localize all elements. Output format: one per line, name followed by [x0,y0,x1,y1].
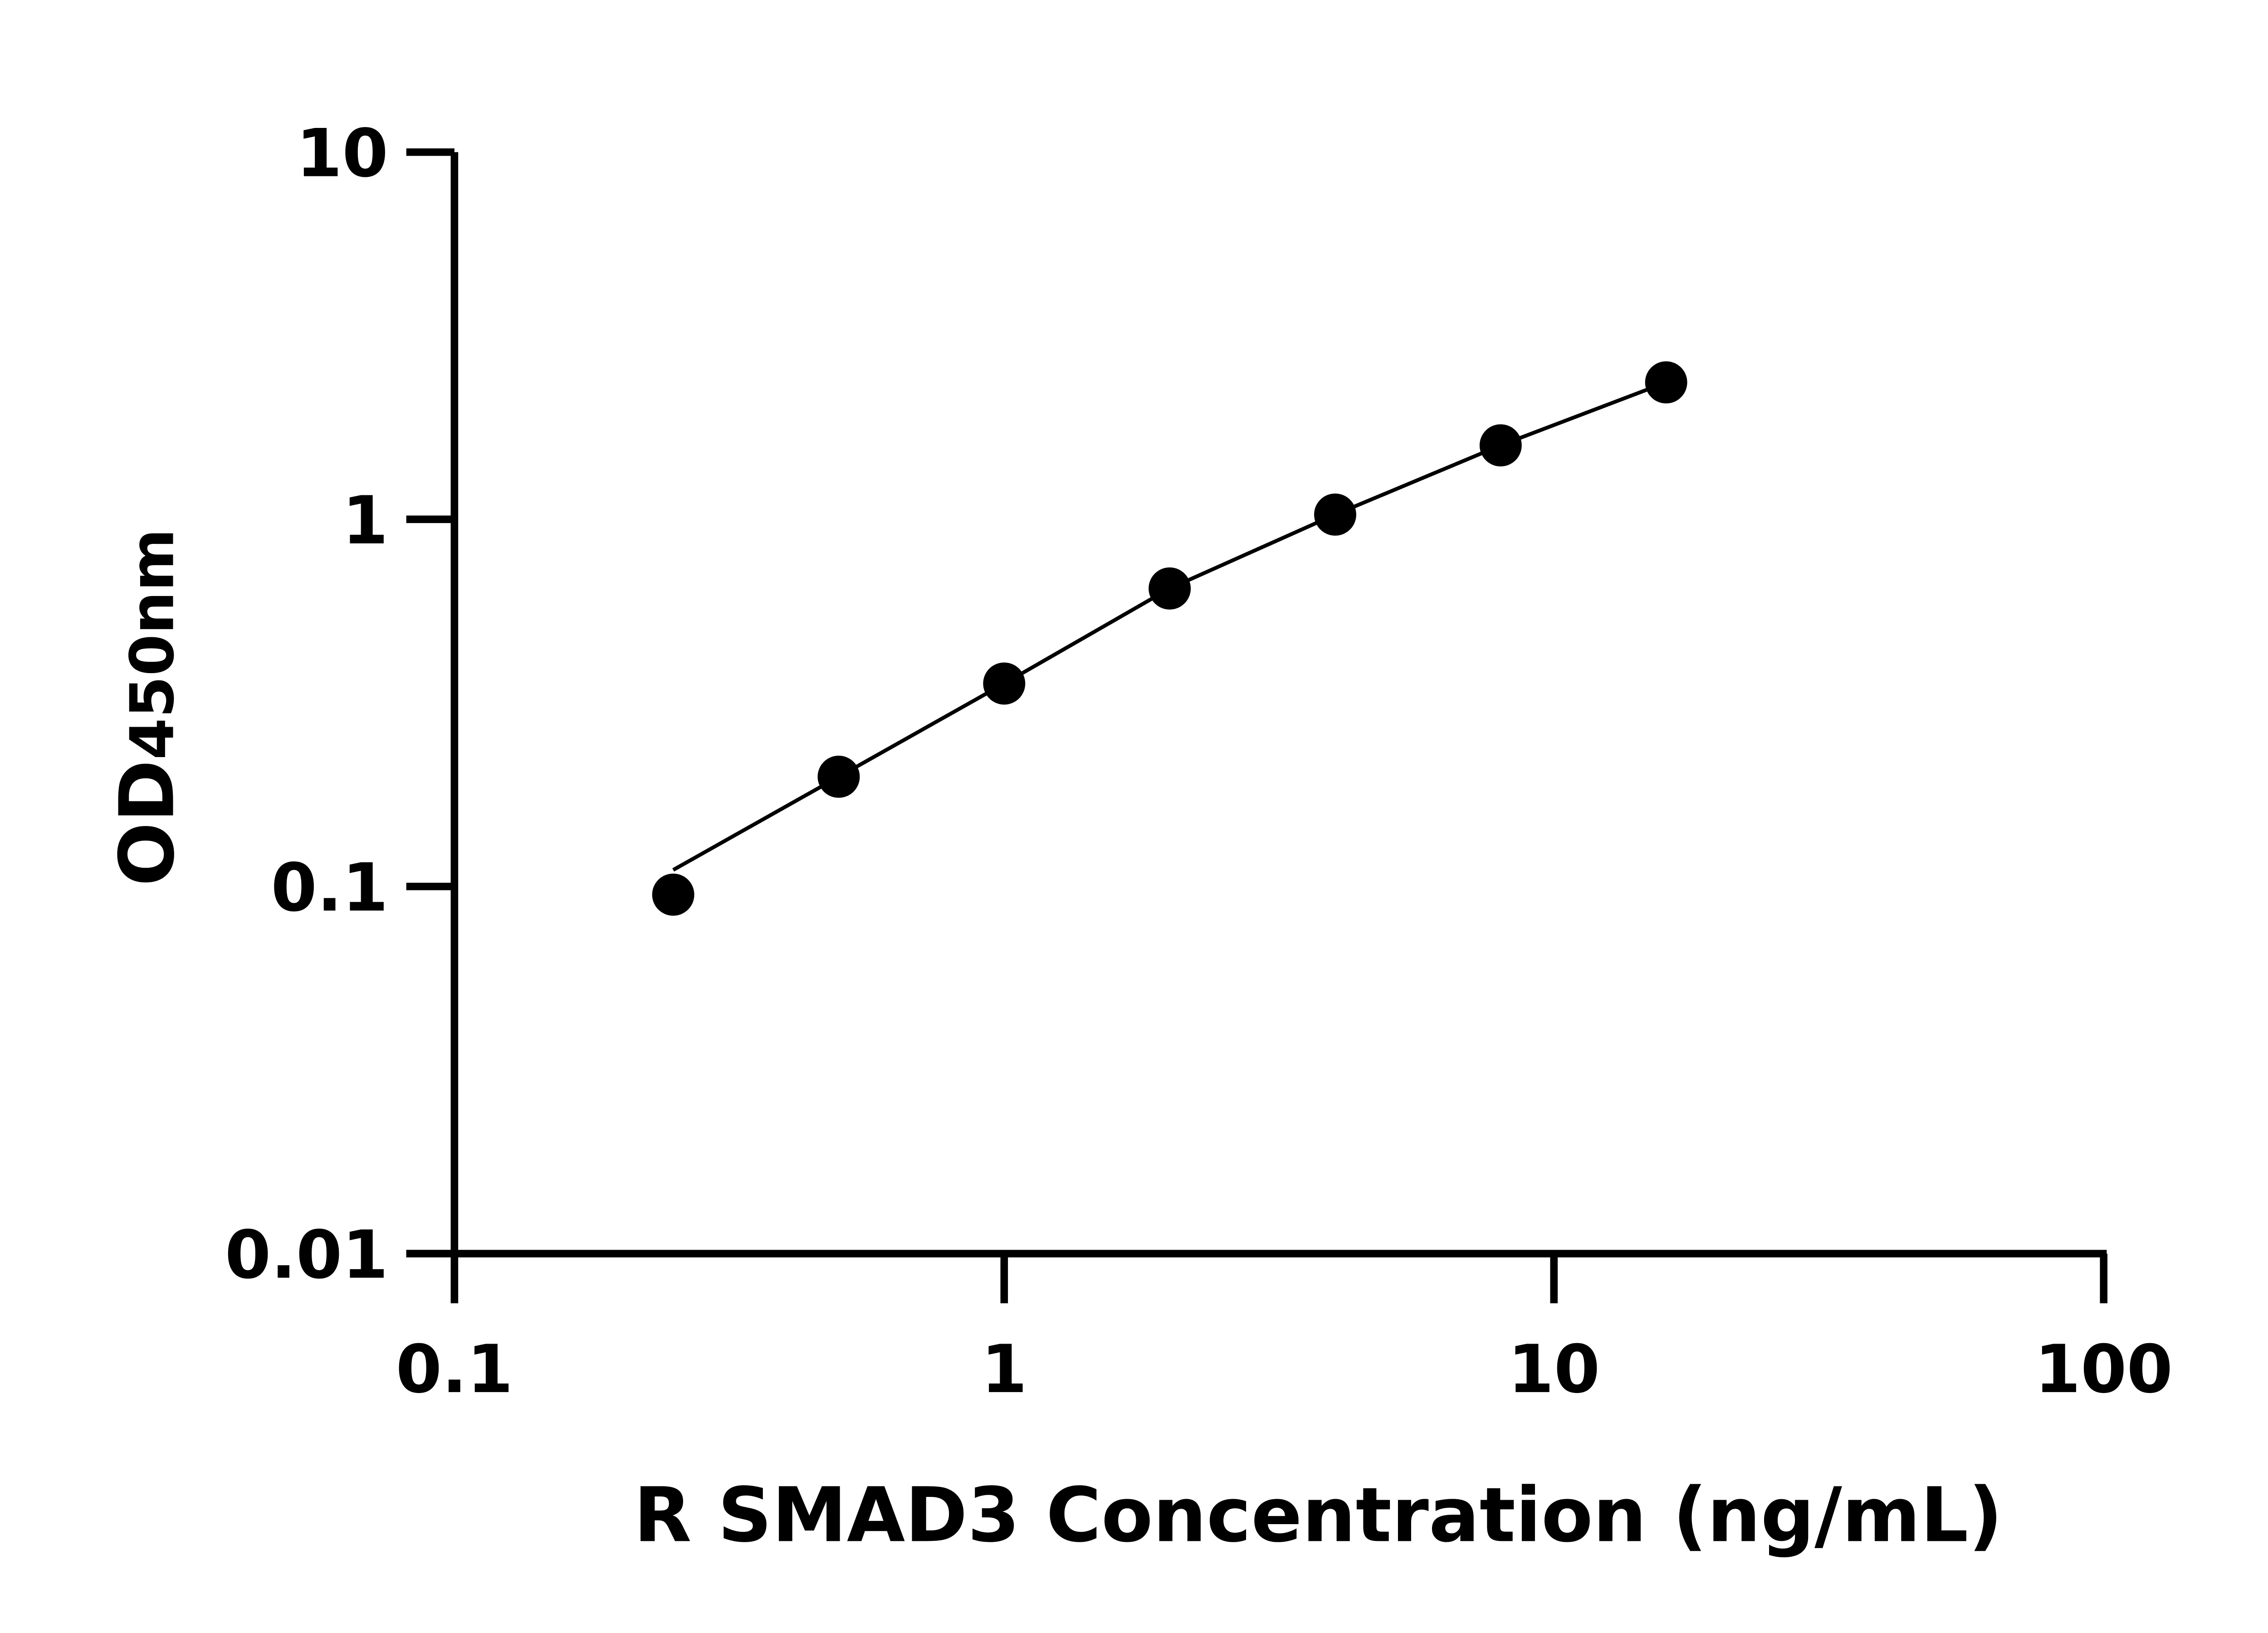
data-point [652,873,694,916]
data-point [1479,424,1522,467]
x-tick-label: 0.1 [396,1331,513,1408]
x-tick-label: 100 [2034,1331,2173,1408]
data-point [1149,567,1191,610]
y-tick-label: 10 [296,115,388,192]
data-point [983,662,1026,705]
y-tick-label: 0.1 [271,850,388,926]
x-tick-label: 1 [981,1331,1027,1408]
y-tick-label: 1 [342,483,388,559]
y-tick-label: 0.01 [225,1217,388,1294]
y-axis-label-main: OD [104,760,191,886]
x-tick-label: 10 [1508,1331,1600,1408]
data-point [1645,361,1687,404]
y-axis-label-sub: 450nm [118,528,188,760]
data-point [1314,493,1356,536]
x-axis-label: R SMAD3 Concentration (ng/mL) [634,1472,2003,1559]
data-point [817,755,860,798]
y-axis-label: OD450nm [104,528,191,886]
axes [406,152,2107,1258]
